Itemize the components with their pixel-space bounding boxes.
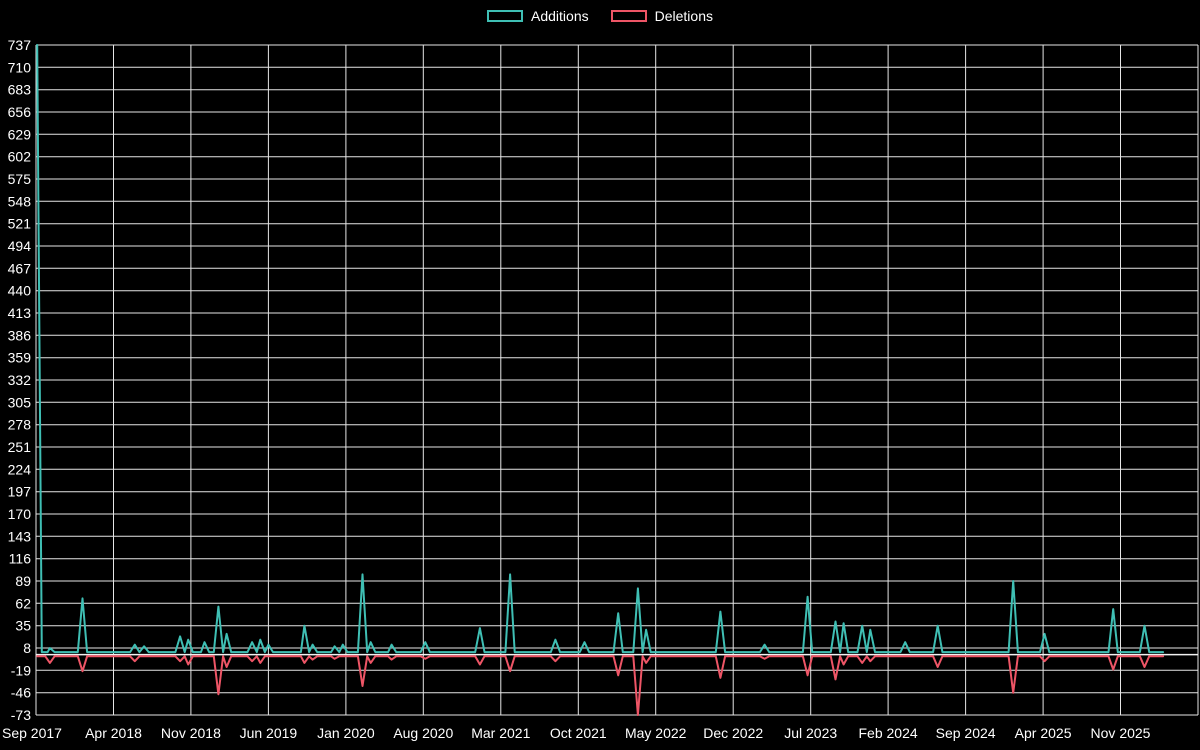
- svg-text:143: 143: [8, 528, 32, 544]
- svg-text:521: 521: [8, 216, 32, 232]
- svg-text:251: 251: [8, 439, 32, 455]
- svg-text:35: 35: [15, 618, 31, 634]
- y-axis-tick-labels: 737 710 683 656 629 602 575 548 521 494 467 440 413 3…: [8, 37, 32, 723]
- svg-text:Jan 2020: Jan 2020: [317, 725, 375, 741]
- svg-text:Sep 2024: Sep 2024: [936, 725, 996, 741]
- svg-text:Jun 2019: Jun 2019: [240, 725, 298, 741]
- additions-line-series: [36, 44, 1165, 654]
- x-axis-tick-labels: Sep 2017 Apr 2018 Nov 2018 Jun 2019 Jan 2020…: [2, 725, 1151, 741]
- svg-text:Nov 2025: Nov 2025: [1091, 725, 1151, 741]
- deletions-line-series: [36, 655, 1165, 716]
- svg-text:413: 413: [8, 305, 32, 321]
- svg-text:332: 332: [8, 372, 32, 388]
- svg-text:89: 89: [15, 573, 31, 589]
- svg-text:Mar 2021: Mar 2021: [471, 725, 530, 741]
- svg-text:440: 440: [8, 283, 32, 299]
- deletions-swatch-icon: [610, 10, 647, 22]
- svg-text:656: 656: [8, 104, 32, 120]
- svg-text:Aug 2020: Aug 2020: [393, 725, 453, 741]
- svg-text:-19: -19: [11, 662, 31, 678]
- svg-text:467: 467: [8, 260, 32, 276]
- svg-text:-73: -73: [11, 707, 31, 723]
- vertical-gridlines: [35, 45, 1199, 715]
- svg-text:170: 170: [8, 506, 32, 522]
- svg-text:197: 197: [8, 484, 32, 500]
- svg-text:-46: -46: [11, 685, 31, 701]
- svg-text:494: 494: [8, 238, 32, 254]
- svg-text:602: 602: [8, 149, 32, 165]
- svg-text:710: 710: [8, 59, 32, 75]
- svg-text:386: 386: [8, 327, 32, 343]
- legend-item-additions[interactable]: Additions: [487, 8, 589, 24]
- svg-text:Apr 2025: Apr 2025: [1015, 725, 1072, 741]
- svg-text:116: 116: [9, 551, 32, 567]
- svg-text:575: 575: [8, 171, 32, 187]
- svg-text:8: 8: [23, 640, 31, 656]
- svg-text:Oct 2021: Oct 2021: [550, 725, 607, 741]
- svg-text:737: 737: [8, 37, 32, 53]
- horizontal-gridlines: [36, 44, 1198, 716]
- legend-label-additions: Additions: [531, 8, 589, 24]
- additions-swatch-icon: [487, 10, 524, 22]
- svg-text:May 2022: May 2022: [625, 725, 687, 741]
- svg-text:Nov 2018: Nov 2018: [161, 725, 221, 741]
- svg-text:278: 278: [8, 417, 32, 433]
- svg-text:224: 224: [8, 461, 32, 477]
- svg-text:359: 359: [8, 350, 32, 366]
- legend-item-deletions[interactable]: Deletions: [610, 8, 713, 24]
- svg-text:Feb 2024: Feb 2024: [859, 725, 918, 741]
- svg-text:Jul 2023: Jul 2023: [784, 725, 837, 741]
- svg-text:683: 683: [8, 82, 32, 98]
- svg-text:Apr 2018: Apr 2018: [85, 725, 142, 741]
- svg-text:548: 548: [8, 193, 32, 209]
- svg-text:Sep 2017: Sep 2017: [2, 725, 62, 741]
- svg-text:Dec 2022: Dec 2022: [703, 725, 763, 741]
- svg-text:305: 305: [8, 394, 32, 410]
- legend-label-deletions: Deletions: [654, 8, 713, 24]
- svg-text:629: 629: [8, 126, 32, 142]
- svg-text:62: 62: [15, 595, 31, 611]
- chart-legend: Additions Deletions: [0, 8, 1200, 24]
